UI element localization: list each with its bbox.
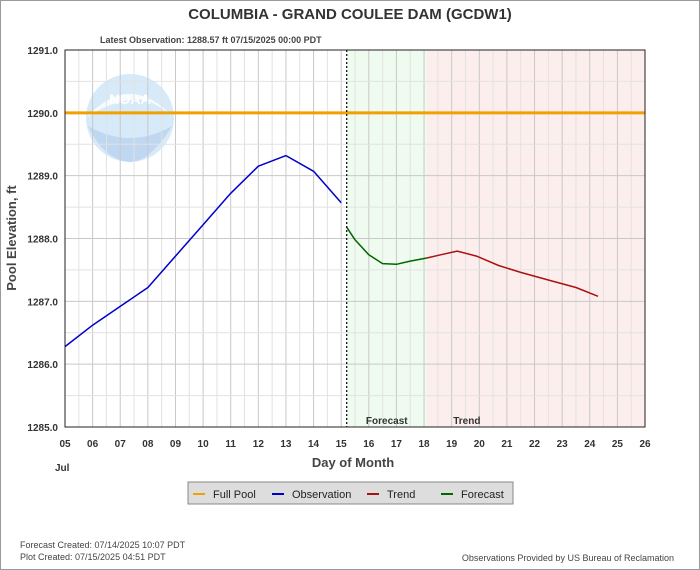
y-tick-label: 1290.0 <box>27 109 58 120</box>
region-labels: Forecast Trend <box>366 416 481 427</box>
latest-observation-text: Latest Observation: 1288.57 ft 07/15/202… <box>100 35 322 45</box>
legend: Full Pool Observation Trend Forecast <box>187 481 514 505</box>
x-tick-label: 26 <box>639 439 651 450</box>
legend-label: Full Pool <box>213 489 256 501</box>
x-tick-label: 24 <box>584 439 596 450</box>
month-label: Jul <box>55 463 70 474</box>
y-tick-label: 1289.0 <box>27 172 58 183</box>
x-tick-label: 08 <box>142 439 154 450</box>
series-trend-line <box>426 250 599 297</box>
legend-label: Trend <box>387 489 415 501</box>
x-tick-label: 07 <box>115 439 127 450</box>
x-tick-label: 09 <box>170 439 182 450</box>
x-tick-label: 18 <box>418 439 430 450</box>
noaa-watermark-text: NOAA <box>109 91 150 107</box>
x-tick-label: 21 <box>501 439 513 450</box>
x-tick-label: 17 <box>391 439 403 450</box>
x-axis-label: Day of Month <box>312 455 394 470</box>
legend-box <box>187 481 514 505</box>
x-tick-label: 23 <box>557 439 569 450</box>
x-tick-label: 13 <box>280 439 292 450</box>
x-tick-label: 25 <box>612 439 624 450</box>
noaa-logo-watermark: NOAA <box>86 74 174 162</box>
x-tick-label: 05 <box>59 439 71 450</box>
forecast-created-text: Forecast Created: 07/14/2025 10:07 PDT <box>20 540 186 550</box>
y-tick-label: 1291.0 <box>27 46 58 57</box>
data-source-text: Observations Provided by US Bureau of Re… <box>462 553 674 563</box>
x-tick-label: 22 <box>529 439 541 450</box>
region-label-forecast: Forecast <box>366 416 408 427</box>
plot-border <box>64 49 646 428</box>
x-tick-label: 19 <box>446 439 458 450</box>
region-label-trend: Trend <box>453 416 480 427</box>
x-tick-label: 12 <box>253 439 265 450</box>
x-tick-label: 11 <box>225 439 236 450</box>
data-series <box>64 154 599 348</box>
y-axis-label: Pool Elevation, ft <box>4 185 19 291</box>
y-tick-label: 1288.0 <box>27 235 58 246</box>
y-tick-label: 1287.0 <box>27 297 58 308</box>
plot-created-text: Plot Created: 07/15/2025 04:51 PDT <box>20 552 166 562</box>
x-tick-label: 14 <box>308 439 320 450</box>
y-tick-labels: 1285.0 1286.0 1287.0 1288.0 1289.0 1290.0 1291… <box>27 46 58 434</box>
x-tick-label: 16 <box>363 439 375 450</box>
chart-title: COLUMBIA - GRAND COULEE DAM (GCDW1) <box>188 6 512 23</box>
x-tick-labels: 05 06 07 08 09 10 11 12 13 14 15 16 17 18 19 20 21 22 23 24… <box>59 439 651 450</box>
x-tick-label: 20 <box>474 439 486 450</box>
legend-label: Observation <box>292 489 351 501</box>
y-tick-label: 1286.0 <box>27 360 58 371</box>
y-tick-label: 1285.0 <box>27 423 58 434</box>
series-observation-line <box>64 154 342 348</box>
x-tick-label: 15 <box>336 439 348 450</box>
x-tick-label: 10 <box>198 439 210 450</box>
x-tick-label: 06 <box>87 439 99 450</box>
series-forecast-line <box>346 226 427 266</box>
legend-label: Forecast <box>461 489 504 501</box>
